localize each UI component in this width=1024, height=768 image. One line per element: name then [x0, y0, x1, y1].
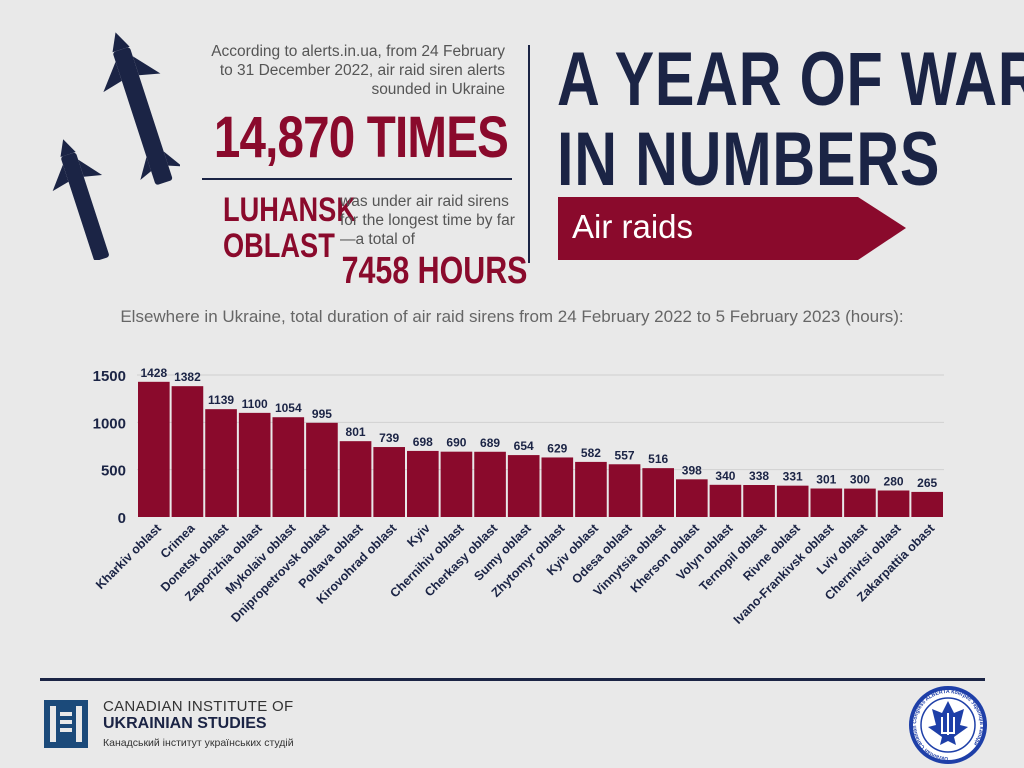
divider: [202, 178, 512, 180]
bar: [776, 485, 809, 517]
bar: [138, 381, 170, 517]
x-tick-label: Kyiv: [404, 521, 433, 550]
chart-title: Elsewhere in Ukraine, total duration of …: [120, 307, 904, 326]
bar-value-label: 629: [547, 441, 567, 455]
bar-value-label: 280: [884, 474, 904, 488]
org-name-line2: UKRAINIAN STUDIES: [103, 715, 267, 732]
bar: [306, 422, 338, 517]
bar: [877, 490, 910, 517]
bar-value-label: 557: [615, 448, 635, 462]
bar-value-label: 516: [648, 452, 668, 466]
bar: [709, 484, 742, 517]
bar: [171, 386, 204, 517]
bar-value-label: 654: [514, 439, 534, 453]
title-line-2: IN NUMBERS: [557, 117, 941, 202]
bar-value-label: 698: [413, 435, 433, 449]
title-line-1: A YEAR OF WAR: [557, 37, 1024, 122]
bar-value-label: 690: [446, 436, 466, 450]
bar: [642, 468, 674, 517]
banner-label: Air raids: [572, 208, 694, 245]
region-hours: 7458 HOURS: [341, 250, 528, 292]
bar-value-label: 739: [379, 431, 399, 445]
missiles-icon: [52, 32, 180, 260]
bar-value-label: 995: [312, 407, 332, 421]
bar-value-label: 300: [850, 473, 870, 487]
footer-divider: [40, 678, 985, 681]
bar: [810, 488, 843, 517]
ucc-alberta-logo-icon: Ukrainian Canadian Congress ALBERTA Конг…: [909, 686, 987, 764]
org-name-ukrainian: Канадський інститут українських студій: [103, 737, 294, 749]
y-tick-label: 500: [101, 463, 126, 480]
bar-value-label: 338: [749, 469, 769, 483]
bar: [608, 464, 641, 517]
bar: [339, 441, 372, 517]
bar-value-label: 1100: [242, 397, 268, 411]
ciu-logo-icon: [44, 700, 88, 748]
bar-value-label: 301: [816, 473, 836, 487]
bar-value-label: 582: [581, 446, 601, 460]
vertical-divider: [528, 45, 530, 263]
bar-value-label: 1054: [275, 401, 302, 415]
bar: [407, 450, 439, 517]
bar-value-label: 1382: [174, 370, 201, 384]
bar: [743, 485, 775, 517]
region-name: LUHANSK OBLAST: [223, 191, 356, 265]
y-tick-label: 0: [118, 510, 126, 527]
bar: [911, 491, 943, 517]
bar: [440, 451, 473, 517]
region-text: was under air raid sirens for the longes…: [340, 193, 515, 248]
y-tick-label: 1000: [93, 415, 126, 432]
bar: [575, 461, 607, 517]
banner-arrow: [558, 197, 906, 260]
bar: [474, 451, 506, 517]
bar-value-label: 1139: [208, 393, 234, 407]
bar: [238, 412, 271, 517]
bar-value-label: 265: [917, 476, 937, 490]
bar: [373, 447, 405, 517]
bar-value-label: 331: [783, 470, 803, 484]
intro-text: According to alerts.in.ua, from 24 Febru…: [211, 43, 505, 98]
bar-value-label: 340: [715, 469, 735, 483]
alert-count: 14,870 TIMES: [213, 105, 509, 170]
bar: [676, 479, 708, 517]
bar: [507, 455, 540, 517]
bar-value-label: 398: [682, 463, 702, 477]
bar: [272, 417, 305, 517]
x-tick-label: Kharkiv oblast: [93, 521, 164, 592]
bar-value-label: 1428: [140, 366, 167, 380]
bar-value-label: 801: [346, 425, 366, 439]
bar: [844, 488, 876, 517]
bar: [541, 457, 574, 517]
page-title: A YEAR OF WAR IN NUMBERS: [557, 40, 1024, 200]
y-tick-label: 1500: [93, 368, 126, 385]
bar: [205, 409, 237, 517]
bar-value-label: 689: [480, 436, 500, 450]
org-name-line1: CANADIAN INSTITUTE OF: [103, 698, 294, 715]
